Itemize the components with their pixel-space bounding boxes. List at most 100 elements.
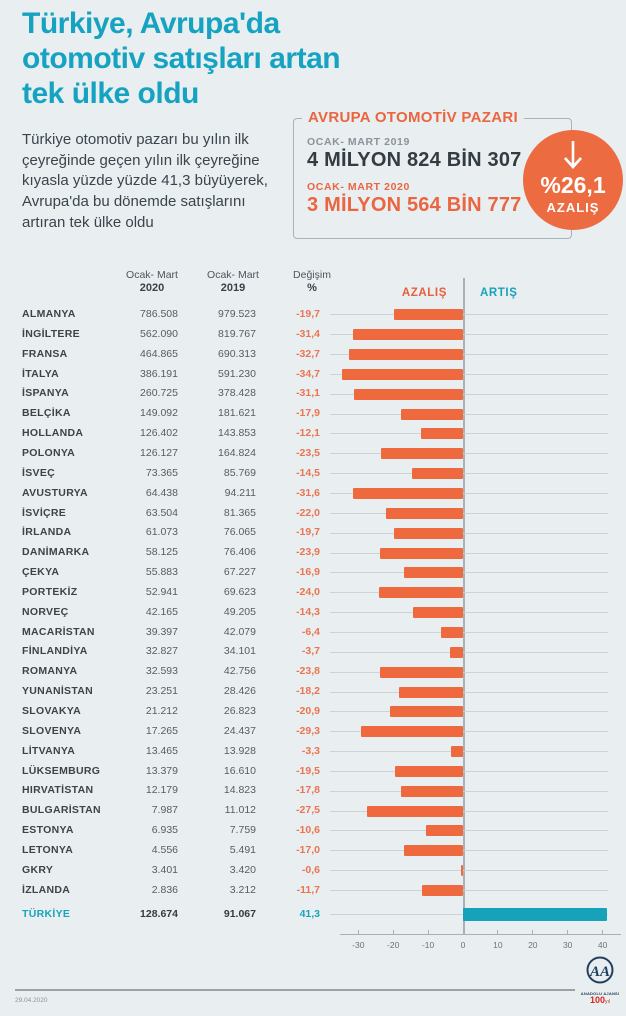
- change-bar: [463, 908, 608, 922]
- value-2020: 126.402: [140, 427, 178, 440]
- change-value: -20,9: [296, 705, 320, 717]
- x-axis-tick: [567, 930, 569, 935]
- value-2020: 55.883: [145, 566, 178, 579]
- country-label: DANİMARKA: [22, 546, 90, 559]
- change-value: -23,9: [296, 546, 320, 559]
- change-bar: [460, 865, 463, 877]
- table-row: GKRY 3.401 3.420 -0,6: [0, 861, 626, 881]
- value-2020: 64.438: [145, 486, 178, 499]
- row-gridline: [330, 790, 608, 792]
- change-value: -23,8: [296, 665, 320, 678]
- value-2019: 979.523: [218, 308, 256, 320]
- country-label: ALMANYA: [22, 308, 76, 320]
- value-2019: 34.101: [223, 645, 256, 658]
- svg-text:AA: AA: [589, 964, 610, 980]
- decrease-badge-value: %26,1: [540, 172, 606, 198]
- aa-monogram-icon: AA: [586, 956, 614, 984]
- change-bar: [450, 646, 463, 658]
- change-value: -19,7: [296, 526, 320, 539]
- value-2019: 76.065: [223, 526, 256, 539]
- change-value: -31,6: [296, 486, 320, 499]
- change-value: -14,5: [296, 466, 320, 479]
- country-label: GKRY: [22, 863, 54, 876]
- page-title: Türkiye, Avrupa'da otomotiv satışları ar…: [22, 7, 341, 110]
- change-bar: [386, 507, 463, 519]
- value-2019: 81.365: [223, 506, 256, 519]
- x-axis-tick: [392, 930, 394, 935]
- change-bar: [360, 726, 463, 738]
- change-value: -22,0: [296, 506, 320, 519]
- change-bar: [394, 765, 463, 777]
- down-arrow-icon: [564, 141, 582, 169]
- country-label: POLONYA: [22, 446, 76, 459]
- value-2019: 49.205: [223, 605, 256, 618]
- column-header-2020-period: Ocak- Mart: [126, 269, 178, 281]
- country-label: İNGİLTERE: [22, 327, 80, 340]
- change-bar: [420, 428, 463, 440]
- row-gridline: [330, 433, 608, 435]
- anniversary-suffix: yıl: [605, 999, 611, 1005]
- value-2020: 32.593: [145, 665, 178, 678]
- change-value: -0,6: [301, 863, 320, 876]
- column-header-2019-period: Ocak- Mart: [207, 269, 259, 281]
- country-label: İSPANYA: [22, 387, 70, 400]
- table-row: ROMANYA 32.593 42.756 -23,8: [0, 662, 626, 682]
- change-bar: [394, 309, 463, 321]
- table-row: FRANSA 464.865 690.313 -32,7: [0, 345, 626, 365]
- row-gridline: [330, 334, 608, 336]
- table-row: HIRVATİSTAN 12.179 14.823 -17,8: [0, 781, 626, 801]
- change-bar: [367, 805, 463, 817]
- value-2020: 52.941: [145, 585, 178, 598]
- row-gridline: [330, 731, 608, 733]
- table-row: İNGİLTERE 562.090 819.767 -31,4: [0, 325, 626, 345]
- table-row: İSPANYA 260.725 378.428 -31,1: [0, 384, 626, 404]
- row-gridline: [330, 512, 608, 514]
- zero-axis-line: [463, 278, 465, 935]
- change-value: -32,7: [296, 347, 320, 360]
- value-2019: 378.428: [218, 387, 256, 400]
- change-bar: [379, 547, 463, 559]
- country-label: ROMANYA: [22, 665, 78, 678]
- country-label: İZLANDA: [22, 883, 71, 896]
- change-bar: [354, 388, 463, 400]
- row-gridline: [330, 770, 608, 772]
- x-axis-tick-label: 20: [528, 940, 538, 950]
- table-row: TÜRKİYE 128.674 91.067 41,3: [0, 905, 626, 925]
- value-2019: 164.824: [218, 446, 256, 459]
- change-value: -16,9: [296, 566, 320, 579]
- value-2020: 562.090: [140, 327, 178, 340]
- table-row: SLOVAKYA 21.212 26.823 -20,9: [0, 702, 626, 722]
- value-2019: 16.610: [223, 764, 256, 777]
- table-row: BULGARİSTAN 7.987 11.012 -27,5: [0, 801, 626, 821]
- value-2019: 181.621: [218, 407, 256, 420]
- value-2020: 786.508: [140, 308, 178, 320]
- value-2020: 7.987: [151, 804, 178, 817]
- row-gridline: [330, 631, 608, 633]
- country-label: YUNANİSTAN: [22, 685, 94, 698]
- footer-divider: [15, 989, 575, 991]
- row-gridline: [330, 493, 608, 495]
- country-label: BELÇİKA: [22, 407, 71, 420]
- change-bar: [426, 825, 463, 837]
- country-label: AVUSTURYA: [22, 486, 88, 499]
- value-2019: 591.230: [218, 367, 256, 380]
- value-2020: 42.165: [145, 605, 178, 618]
- change-value: -24,0: [296, 585, 320, 598]
- change-value: -10,6: [296, 824, 320, 837]
- country-label: SLOVENYA: [22, 724, 82, 737]
- value-2020: 17.265: [145, 724, 178, 737]
- x-axis-tick: [602, 930, 604, 935]
- change-bar: [348, 349, 463, 361]
- period-2019-label: OCAK- MART 2019: [307, 136, 410, 148]
- market-box-title: AVRUPA OTOMOTİV PAZARI: [302, 109, 524, 126]
- country-label: İTALYA: [22, 367, 60, 380]
- change-bar: [440, 626, 463, 638]
- x-axis-tick: [497, 930, 499, 935]
- value-2020: 73.365: [145, 466, 178, 479]
- value-2020: 58.125: [145, 546, 178, 559]
- change-bar: [404, 567, 463, 579]
- table-row: DANİMARKA 58.125 76.406 -23,9: [0, 543, 626, 563]
- change-value: -31,1: [296, 387, 320, 400]
- change-value: -31,4: [296, 327, 320, 340]
